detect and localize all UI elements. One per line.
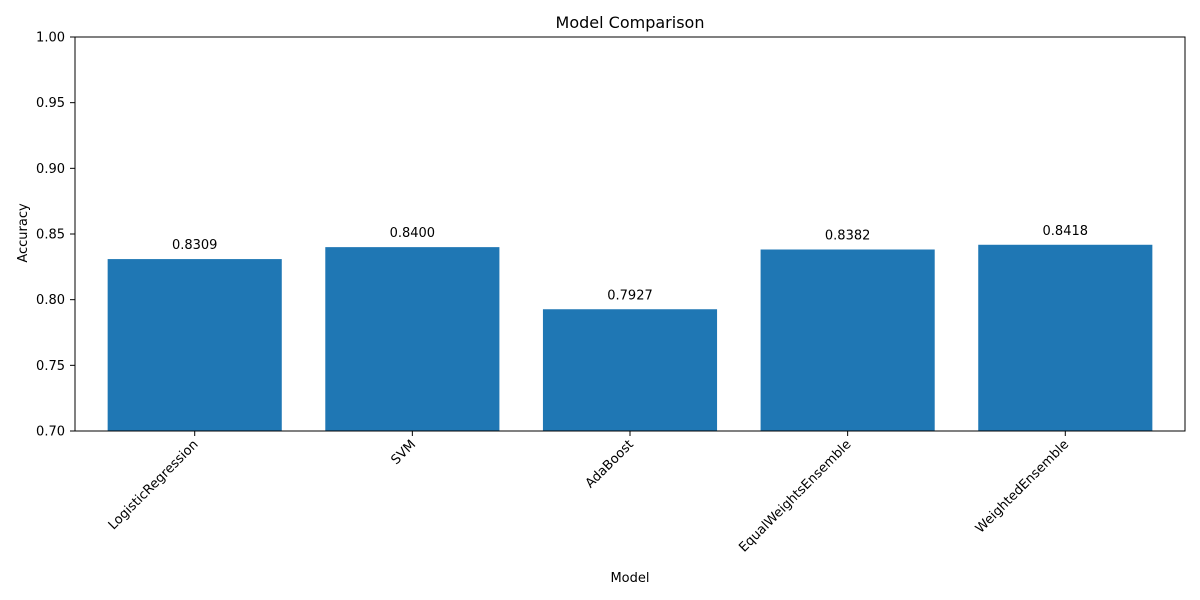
bar-WeightedEnsemble <box>978 244 1153 431</box>
bar-LogisticRegression <box>107 259 282 431</box>
y-tick-label: 0.85 <box>36 228 65 243</box>
x-tick-label-LogisticRegression: LogisticRegression <box>106 437 202 533</box>
x-tick-label-AdaBoost: AdaBoost <box>583 437 637 491</box>
bar-AdaBoost <box>542 309 718 431</box>
bar-EqualWeightsEnsemble <box>760 249 935 431</box>
x-tick-label-EqualWeightsEnsemble: EqualWeightsEnsemble <box>736 437 854 555</box>
y-axis-ticks: 0.70 0.75 0.80 0.85 0.90 0.95 1.00 <box>36 31 75 440</box>
x-axis-ticks: LogisticRegression SVM AdaBoost EqualWeight… <box>106 431 1072 555</box>
x-tick-label-SVM: SVM <box>389 437 420 468</box>
x-tick-label-WeightedEnsemble: WeightedEnsemble <box>973 437 1072 536</box>
y-tick-label: 0.95 <box>36 96 65 111</box>
y-tick-label: 0.90 <box>36 162 65 177</box>
data-labels-layer: 0.8309 0.8400 0.7927 0.8382 0.8418 <box>172 224 1088 303</box>
data-label-EqualWeightsEnsemble: 0.8382 <box>825 229 871 244</box>
y-tick-label: 0.70 <box>36 425 65 440</box>
y-tick-label: 0.75 <box>36 359 65 374</box>
y-axis-label: Accuracy <box>16 203 31 263</box>
data-label-AdaBoost: 0.7927 <box>607 288 653 303</box>
data-label-LogisticRegression: 0.8309 <box>172 238 218 253</box>
bars-layer <box>107 244 1153 431</box>
plot-area-frame <box>74 36 1186 432</box>
y-tick-label: 0.80 <box>36 293 65 308</box>
bar-SVM <box>325 247 500 431</box>
y-tick-label: 1.00 <box>36 31 65 46</box>
x-axis-label: Model <box>610 571 649 586</box>
data-label-WeightedEnsemble: 0.8418 <box>1043 224 1089 239</box>
chart-title: Model Comparison <box>556 13 705 32</box>
data-label-SVM: 0.8400 <box>390 226 436 241</box>
